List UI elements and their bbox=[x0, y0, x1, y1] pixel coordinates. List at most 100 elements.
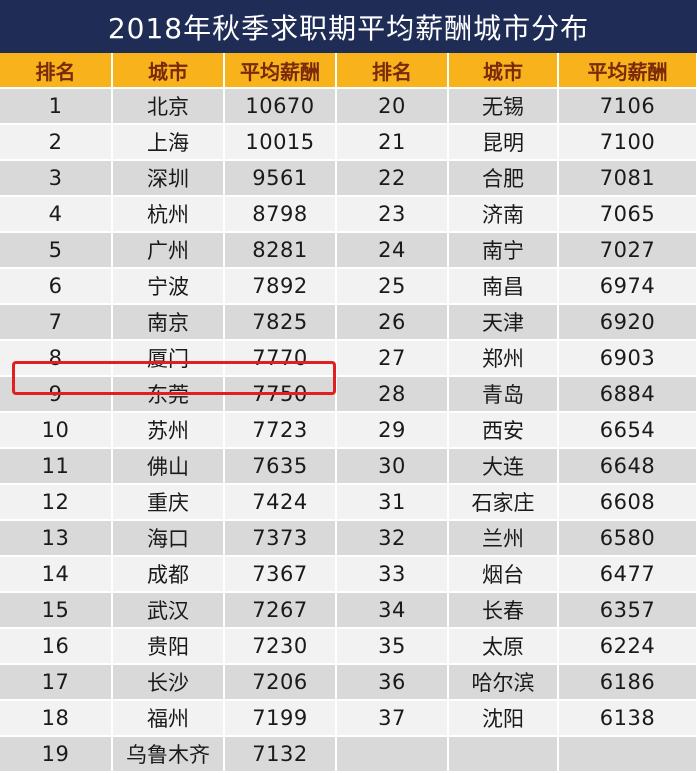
table-row: 17 长沙 7206 36 哈尔滨 6186 bbox=[0, 664, 697, 701]
header-salary-right: 平均薪酬 bbox=[558, 53, 697, 89]
table-row: 7 南京 7825 26 天津 6920 bbox=[0, 304, 697, 341]
table-row: 3 深圳 9561 22 合肥 7081 bbox=[0, 160, 697, 197]
cell-salary-right: 7065 bbox=[558, 196, 697, 233]
cell-city-left: 上海 bbox=[112, 124, 225, 161]
salary-table: 排名 城市 平均薪酬 排名 城市 平均薪酬 1 北京 10670 20 无锡 7106 2 上… bbox=[0, 53, 697, 773]
cell-city-right: 兰州 bbox=[448, 520, 559, 557]
cell-salary-right: 6608 bbox=[558, 484, 697, 521]
cell-rank-right: 27 bbox=[336, 340, 449, 377]
cell-salary-right: 6884 bbox=[558, 376, 697, 413]
cell-city-left: 深圳 bbox=[112, 160, 225, 197]
cell-rank-left: 15 bbox=[0, 592, 113, 629]
cell-salary-left: 7424 bbox=[224, 484, 337, 521]
table-row: 14 成都 7367 33 烟台 6477 bbox=[0, 556, 697, 593]
table-row: 5 广州 8281 24 南宁 7027 bbox=[0, 232, 697, 269]
page-title: 2018年秋季求职期平均薪酬城市分布 bbox=[0, 0, 697, 53]
cell-city-right: 合肥 bbox=[448, 160, 559, 197]
cell-salary-right: 6903 bbox=[558, 340, 697, 377]
cell-salary-left: 7373 bbox=[224, 520, 337, 557]
cell-salary-right: 7081 bbox=[558, 160, 697, 197]
cell-salary-right: 6477 bbox=[558, 556, 697, 593]
cell-salary-left: 7206 bbox=[224, 664, 337, 701]
cell-rank-left: 1 bbox=[0, 88, 113, 125]
cell-salary-right: 7027 bbox=[558, 232, 697, 269]
cell-rank-left: 8 bbox=[0, 340, 113, 377]
cell-rank-right: 30 bbox=[336, 448, 449, 485]
cell-rank-left: 12 bbox=[0, 484, 113, 521]
cell-rank-left: 4 bbox=[0, 196, 113, 233]
cell-rank-right: 26 bbox=[336, 304, 449, 341]
cell-salary-left: 10015 bbox=[224, 124, 337, 161]
cell-salary-left: 7132 bbox=[224, 736, 337, 773]
cell-salary-left: 10670 bbox=[224, 88, 337, 125]
table-row: 15 武汉 7267 34 长春 6357 bbox=[0, 592, 697, 629]
cell-city-right: 大连 bbox=[448, 448, 559, 485]
cell-salary-left: 8281 bbox=[224, 232, 337, 269]
header-salary-left: 平均薪酬 bbox=[224, 53, 337, 89]
cell-salary-right: 7106 bbox=[558, 88, 697, 125]
cell-city-left: 苏州 bbox=[112, 412, 225, 449]
cell-salary-right: 6974 bbox=[558, 268, 697, 305]
cell-rank-right: 33 bbox=[336, 556, 449, 593]
cell-city-right: 哈尔滨 bbox=[448, 664, 559, 701]
cell-rank-left: 3 bbox=[0, 160, 113, 197]
table-row: 11 佛山 7635 30 大连 6648 bbox=[0, 448, 697, 485]
cell-rank-right: 24 bbox=[336, 232, 449, 269]
table-row: 19 乌鲁木齐 7132 bbox=[0, 736, 697, 773]
cell-city-left: 乌鲁木齐 bbox=[112, 736, 225, 773]
cell-city-right: 沈阳 bbox=[448, 700, 559, 737]
cell-salary-right: 6357 bbox=[558, 592, 697, 629]
cell-rank-right: 21 bbox=[336, 124, 449, 161]
cell-city-left: 福州 bbox=[112, 700, 225, 737]
table-row: 9 东莞 7750 28 青岛 6884 bbox=[0, 376, 697, 413]
cell-salary-right: 6654 bbox=[558, 412, 697, 449]
cell-rank-right: 25 bbox=[336, 268, 449, 305]
cell-city-left: 佛山 bbox=[112, 448, 225, 485]
table-row: 18 福州 7199 37 沈阳 6138 bbox=[0, 700, 697, 737]
cell-salary-left: 7367 bbox=[224, 556, 337, 593]
cell-rank-right: 37 bbox=[336, 700, 449, 737]
table-row: 8 厦门 7770 27 郑州 6903 bbox=[0, 340, 697, 377]
cell-salary-left: 7770 bbox=[224, 340, 337, 377]
cell-city-left: 厦门 bbox=[112, 340, 225, 377]
cell-salary-right: 6580 bbox=[558, 520, 697, 557]
cell-rank-right: 29 bbox=[336, 412, 449, 449]
table-row: 2 上海 10015 21 昆明 7100 bbox=[0, 124, 697, 161]
table-row: 10 苏州 7723 29 西安 6654 bbox=[0, 412, 697, 449]
cell-rank-right: 22 bbox=[336, 160, 449, 197]
cell-city-right: 石家庄 bbox=[448, 484, 559, 521]
table-row: 16 贵阳 7230 35 太原 6224 bbox=[0, 628, 697, 665]
cell-city-right: 昆明 bbox=[448, 124, 559, 161]
cell-salary-left: 7635 bbox=[224, 448, 337, 485]
cell-rank-left: 11 bbox=[0, 448, 113, 485]
cell-city-right: 西安 bbox=[448, 412, 559, 449]
cell-salary-left: 7892 bbox=[224, 268, 337, 305]
cell-city-left: 贵阳 bbox=[112, 628, 225, 665]
table-row: 4 杭州 8798 23 济南 7065 bbox=[0, 196, 697, 233]
cell-rank-left: 18 bbox=[0, 700, 113, 737]
cell-rank-right: 28 bbox=[336, 376, 449, 413]
cell-city-left: 北京 bbox=[112, 88, 225, 125]
cell-salary-right: 6186 bbox=[558, 664, 697, 701]
cell-salary-right: 6920 bbox=[558, 304, 697, 341]
cell-salary-left: 9561 bbox=[224, 160, 337, 197]
cell-rank-left: 5 bbox=[0, 232, 113, 269]
cell-city-left: 长沙 bbox=[112, 664, 225, 701]
cell-city-left: 东莞 bbox=[112, 376, 225, 413]
table-row: 13 海口 7373 32 兰州 6580 bbox=[0, 520, 697, 557]
cell-rank-right: 31 bbox=[336, 484, 449, 521]
cell-salary-left: 7723 bbox=[224, 412, 337, 449]
cell-rank-left: 14 bbox=[0, 556, 113, 593]
cell-city-right: 太原 bbox=[448, 628, 559, 665]
cell-city-right: 济南 bbox=[448, 196, 559, 233]
cell-rank-left: 16 bbox=[0, 628, 113, 665]
cell-rank-left: 13 bbox=[0, 520, 113, 557]
cell-city-left: 海口 bbox=[112, 520, 225, 557]
cell-city-left: 广州 bbox=[112, 232, 225, 269]
cell-salary-left: 8798 bbox=[224, 196, 337, 233]
cell-salary-left: 7267 bbox=[224, 592, 337, 629]
cell-city-right: 长春 bbox=[448, 592, 559, 629]
cell-rank-right: 23 bbox=[336, 196, 449, 233]
header-rank-left: 排名 bbox=[0, 53, 113, 89]
cell-salary-right: 6138 bbox=[558, 700, 697, 737]
